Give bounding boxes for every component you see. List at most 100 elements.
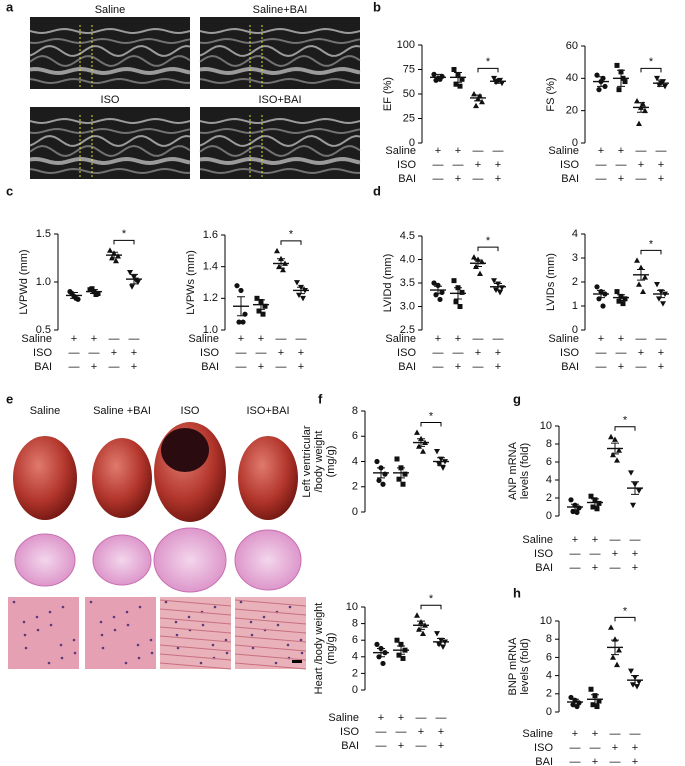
nucleus [47,661,51,665]
nucleus [59,643,63,647]
significance-label: * [486,56,491,68]
panel-label: c [6,183,13,198]
data-point [590,504,596,510]
significance-label: * [429,593,434,605]
data-point [238,287,244,294]
y-axis-label: LVIDd (mm) [382,254,394,312]
y-tick-label: 4 [352,455,358,467]
y-axis-label: EF (%) [382,77,394,111]
condition-sign: — [630,728,641,740]
condition-name: Saline [21,333,52,345]
condition-sign: + [618,173,624,185]
y-tick-label: 0.5 [36,324,51,336]
significance-label: * [122,228,127,240]
condition-sign: — [590,548,601,560]
fiber [234,653,307,661]
significance-bracket [640,67,662,73]
echo-trace [199,38,361,45]
data-point [459,289,465,295]
error-bar [617,294,625,301]
significance-label: * [429,410,434,422]
data-point [600,303,606,309]
condition-sign: + [475,159,481,171]
nucleus [288,605,292,609]
error-bar [377,467,385,479]
data-point [394,637,400,643]
fiber [159,653,232,661]
y-axis-label: FS (%) [545,77,557,111]
heart-section [92,534,152,586]
condition-sign: + [298,361,304,373]
condition-sign: + [455,145,461,157]
condition-sign: + [398,740,404,752]
condition-sign: + [495,173,501,185]
condition-sign: + [612,548,618,560]
nucleus [112,615,116,619]
y-axis-label: Left ventricular [301,425,313,497]
condition-sign: + [435,333,441,345]
data-point [431,280,437,286]
data-point [453,299,459,305]
y-tick-label: 2 [572,276,578,288]
fiber [159,608,232,616]
data-point [654,75,660,82]
condition-sign: — [596,159,607,171]
data-point [568,497,574,503]
y-tick-label: 2 [352,481,358,493]
nucleus [61,605,65,609]
y-axis-label: levels (fold) [519,443,531,499]
condition-sign: — [453,347,464,359]
y-tick-label: 75 [403,63,415,75]
condition-sign: — [416,712,427,724]
data-point [234,283,240,289]
condition-sign: — [636,145,647,157]
nucleus [12,600,16,604]
significance-label: * [486,235,491,247]
data-point [610,451,616,458]
echo-trace [199,144,361,157]
condition-sign: + [618,145,624,157]
significance-bracket [614,426,636,431]
data-point [568,694,574,701]
condition-sign: — [236,347,247,359]
nucleus [300,651,304,655]
condition-sign: — [570,742,581,754]
data-point [477,270,483,276]
nucleus [125,610,129,614]
y-axis-label: ANP mRNA [507,441,519,500]
error-bar [657,289,665,299]
data-point [240,319,246,325]
nucleus [199,661,203,665]
significance-bracket [420,604,442,610]
heart-photo [92,438,152,518]
condition-sign: — [590,742,601,754]
y-tick-label: 0 [572,324,578,336]
condition-name: BAI [34,361,52,373]
error-bar [377,648,385,658]
y-axis-label: /body weight [313,431,325,493]
error-bar [494,282,502,291]
heart-photo [238,436,298,520]
nucleus [22,620,26,624]
data-point [451,67,457,72]
error-bar [397,467,405,479]
error-bar [454,287,462,300]
condition-sign: — [436,712,447,724]
error-bar [494,78,502,84]
condition-name: Saline [328,712,359,724]
data-point [640,288,646,294]
echo-trace [29,44,191,58]
condition-name: Saline [522,534,553,546]
heart-photo [13,436,77,520]
y-axis-label: Heart /body weight [313,603,325,695]
condition-sign: + [438,726,444,738]
y-tick-label: 60 [566,40,578,52]
y-tick-label: 8 [352,618,358,630]
nucleus [251,646,255,650]
y-tick-label: 3.0 [400,300,415,312]
y-tick-label: 1.4 [203,261,218,273]
data-point [414,612,420,618]
echo-trace [199,27,361,34]
condition-sign: + [298,347,304,359]
echo-trace [29,38,191,45]
